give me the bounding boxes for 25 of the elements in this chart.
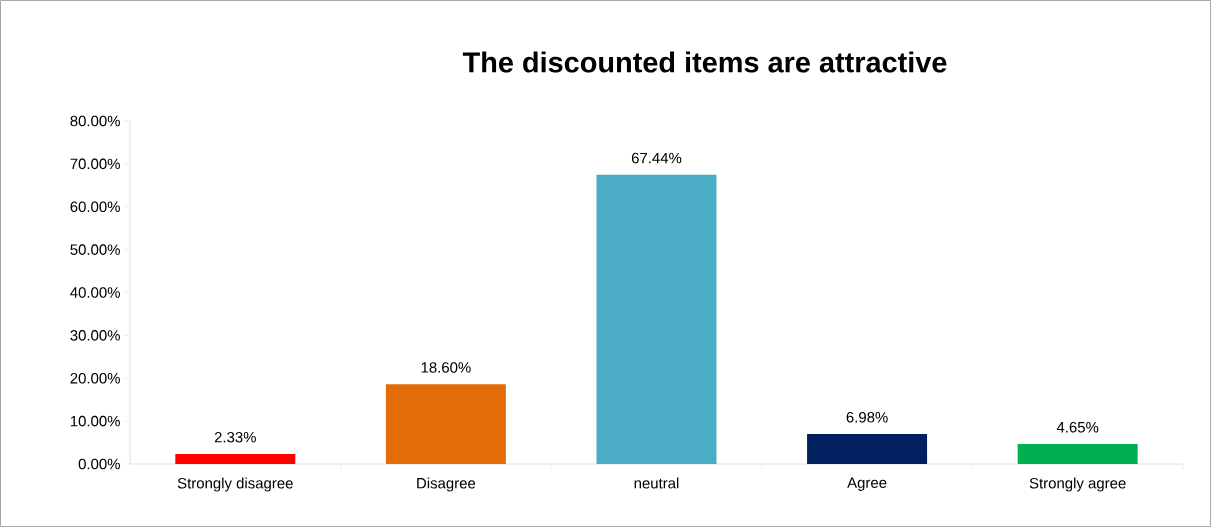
y-tick-label: 20.00% <box>70 372 120 384</box>
y-tick-label: 30.00% <box>70 330 120 341</box>
y-tick-label: 40.00% <box>70 287 120 298</box>
data-label: 67.44% <box>631 152 682 164</box>
data-label: 2.33% <box>214 431 256 443</box>
y-tick-label: 50.00% <box>70 244 120 255</box>
data-label: 4.65% <box>1056 421 1099 433</box>
bar <box>807 434 928 464</box>
x-tick-label: Strongly agree <box>1029 477 1126 492</box>
data-label: 6.98% <box>846 411 888 423</box>
y-tick-label: 0.00% <box>78 458 120 470</box>
bar <box>596 174 717 464</box>
data-label: 18.60% <box>421 362 471 373</box>
y-tick-label: 60.00% <box>70 201 120 213</box>
bar <box>385 384 506 464</box>
x-tick-label: Strongly disagree <box>177 477 293 492</box>
x-tick-label: neutral <box>634 477 679 489</box>
x-tick-label: Agree <box>847 477 887 491</box>
chart-title: The discounted items are attractive <box>462 51 947 73</box>
y-tick-label: 70.00% <box>70 158 120 170</box>
x-tick-label: Disagree <box>417 477 476 492</box>
y-tick-label: 80.00% <box>70 115 120 127</box>
y-tick-label: 10.00% <box>70 415 120 427</box>
bar <box>1017 444 1138 464</box>
bar <box>175 454 296 464</box>
